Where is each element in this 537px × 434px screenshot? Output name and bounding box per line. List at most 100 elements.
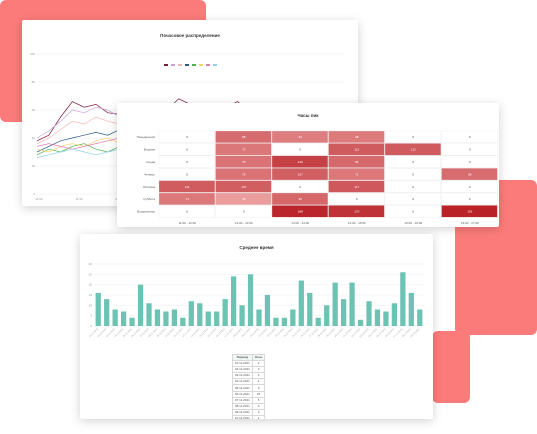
bar [247, 274, 254, 326]
bar [315, 317, 321, 326]
line-chart-title: Почасовое распределение [160, 33, 220, 38]
heatmap-cell-value: 0 [186, 172, 188, 176]
table-cell-period: 10.11.2021 [232, 414, 253, 419]
heatmap-cell [271, 205, 329, 218]
legend-item [170, 64, 175, 66]
heatmap-cell-value: 88 [242, 135, 246, 139]
bar [197, 303, 203, 326]
heatmap-col-label: 15:00 - 16:00 [404, 221, 422, 225]
heatmap-cell [215, 192, 272, 205]
heatmap-cell-value: 0 [243, 210, 245, 214]
bar-y-tick: 30 [89, 262, 93, 266]
heatmap-cell-value: 96 [299, 197, 303, 201]
bar-x-tick: 04.11.2021 [114, 327, 125, 338]
legend-item [212, 64, 217, 66]
bar [171, 309, 178, 326]
heatmap-cell [158, 143, 216, 156]
heatmap-cell-value: 0 [186, 160, 188, 164]
bar [307, 292, 313, 326]
table-cell-period: 07.11.2021 [232, 396, 253, 404]
bar [324, 305, 330, 326]
heatmap-title: Часы пик [297, 113, 319, 118]
bar [391, 303, 398, 326]
heatmap-row-label: Среда [146, 160, 155, 164]
bar [357, 319, 364, 326]
bar [222, 299, 228, 326]
bar-x-tick: 19.11.2021 [241, 327, 252, 338]
bar [383, 311, 389, 326]
heatmap-cell [271, 155, 329, 168]
heatmap-cell [271, 180, 329, 193]
line-y-tick: 80 [32, 80, 36, 84]
decor-block-bottom-right [432, 331, 470, 403]
bar-x-tick: 18.11.2021 [232, 327, 243, 338]
heatmap-cell-value: 0 [469, 160, 471, 164]
bar [417, 309, 423, 326]
bar-x-tick: 05.12.2021 [376, 327, 387, 338]
heatmap-cell [441, 130, 498, 143]
bar-x-tick: 27.11.2021 [308, 327, 319, 338]
heatmap-cell [215, 168, 272, 181]
bar [408, 292, 414, 326]
bar-y-tick: 25 [89, 272, 93, 276]
heatmap-cell-value: 117 [354, 185, 359, 189]
bar-x-tick: 21.11.2021 [258, 327, 269, 338]
bar-x-tick: 03.11.2021 [105, 327, 116, 338]
bar-x-tick: 14.11.2021 [198, 327, 209, 338]
bar-x-tick: 03.12.2021 [359, 327, 370, 338]
heatmap-col-label: 16:00 - 17:00 [461, 221, 479, 225]
heatmap-cell [384, 192, 442, 205]
bar-y-tick: 0 [90, 324, 92, 328]
bar-x-tick: 25.11.2021 [292, 327, 303, 338]
heatmap-cell [158, 205, 216, 218]
heatmap-cell [271, 130, 329, 143]
table-cell-period: 03.11.2021 [232, 372, 253, 380]
line-x-tick: 11:00 [35, 197, 43, 201]
bar-x-tick: 24.11.2021 [283, 327, 294, 338]
heatmap-cell [271, 143, 329, 156]
heatmap-cell [271, 192, 329, 205]
bar-x-tick: 20.11.2021 [249, 327, 260, 338]
table-cell-period: 02.11.2021 [232, 366, 253, 374]
heatmap-cell-value: 0 [412, 160, 414, 164]
heatmap-cell [271, 168, 329, 181]
legend-swatch [205, 64, 210, 66]
heatmap-cell-value: 71 [355, 172, 359, 176]
legend-item [184, 64, 189, 66]
bar [163, 311, 169, 326]
heatmap-row-label: Пятница [143, 185, 155, 189]
bar [349, 282, 355, 326]
bar-x-tick: 22.11.2021 [266, 327, 277, 338]
heatmap-cell-value: 0 [469, 197, 471, 201]
bar-y-tick: 10 [89, 303, 93, 307]
heatmap-cell-value: 112 [354, 148, 359, 152]
heatmap-col-label: 11:00 - 12:00 [179, 221, 197, 225]
table-cell-period: 04.11.2021 [232, 378, 253, 386]
table-cell-night: 1 [251, 414, 266, 419]
bar-x-tick: 16.11.2021 [215, 327, 226, 338]
bar [264, 295, 271, 326]
heatmap-cell [215, 130, 272, 143]
legend-swatch [191, 64, 196, 66]
bar [146, 303, 152, 326]
heatmap-row-label: Понедельник [137, 135, 156, 139]
line-y-tick: 0 [33, 192, 35, 196]
bar [188, 301, 194, 326]
heatmap-cell [328, 130, 385, 143]
heatmap-cell-value: 192 [467, 210, 472, 214]
heatmap-cell-value: 92 [355, 160, 359, 164]
bar-x-tick: 06.12.2021 [385, 327, 396, 338]
table-row: 06.11.2021 15 [232, 390, 266, 398]
bar-y-tick: 5 [90, 314, 92, 318]
heatmap-cell [158, 130, 216, 143]
heatmap-cell-value: 0 [412, 185, 414, 189]
bar [137, 284, 144, 326]
legend-item [198, 64, 203, 66]
line-y-tick: 100 [30, 52, 35, 56]
heatmap-cell-value: 0 [356, 197, 358, 201]
bar [180, 317, 186, 326]
heatmap-cell [215, 205, 272, 218]
heatmap-cell-value: 170 [354, 210, 359, 214]
bar [256, 309, 262, 326]
period-table: Период Ночь 01.11.2021 2 02.11.2021 3 03.11.… [232, 353, 266, 419]
